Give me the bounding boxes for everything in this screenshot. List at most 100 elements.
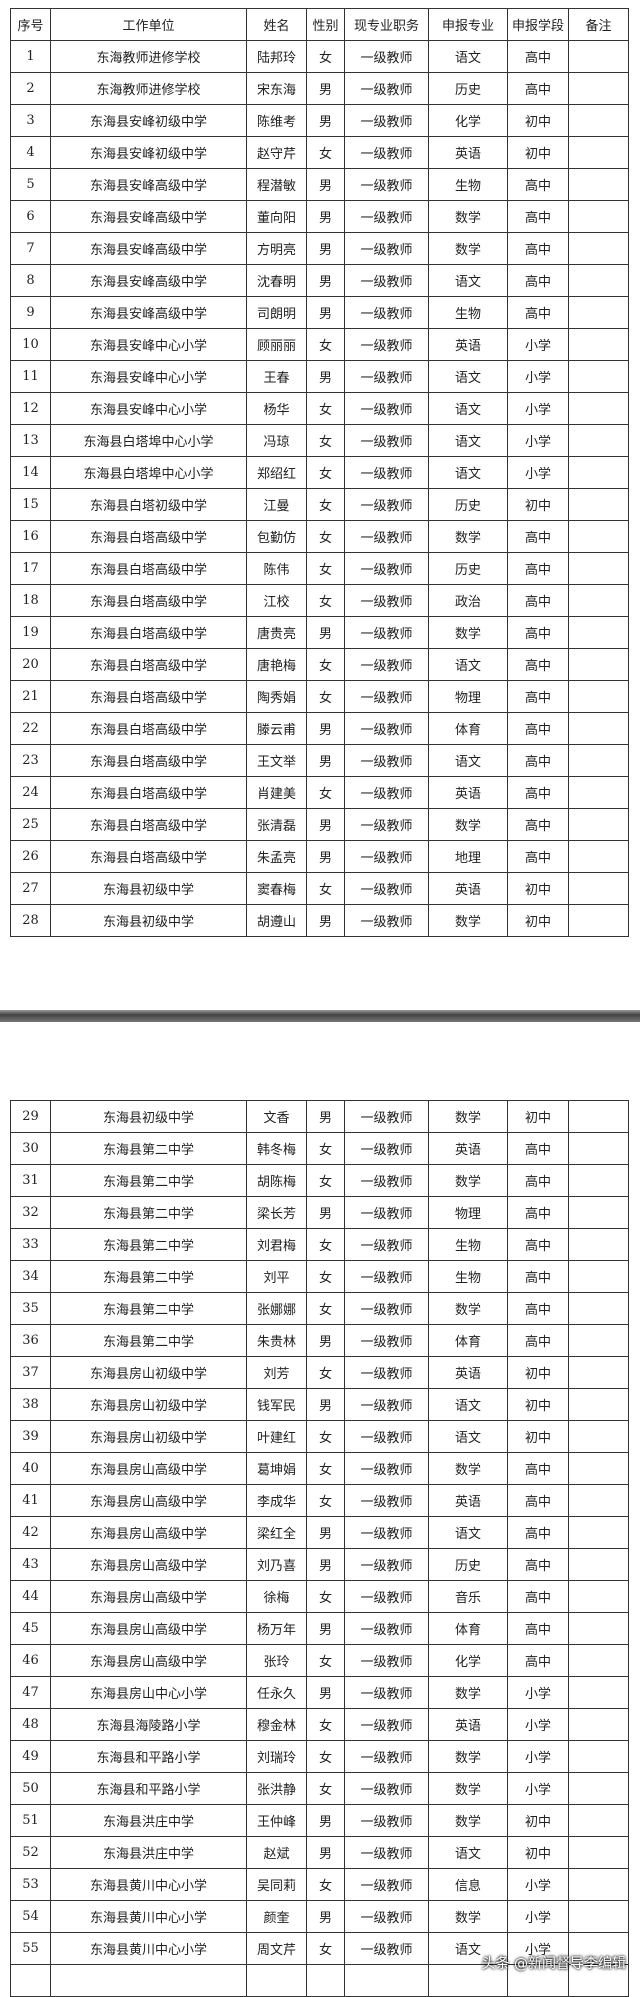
table-cell: 顾丽丽 xyxy=(246,328,307,361)
table-cell: 高中 xyxy=(507,1132,569,1165)
table-cell: 6 xyxy=(10,200,51,233)
table-cell xyxy=(568,1772,629,1805)
table-cell: 一级教师 xyxy=(344,488,429,521)
table-cell: 女 xyxy=(306,1164,345,1197)
table-cell xyxy=(568,1900,629,1933)
table-cell: 男 xyxy=(306,808,345,841)
table-cell: 17 xyxy=(10,552,51,585)
table-cell: 李成华 xyxy=(246,1484,307,1517)
table-cell xyxy=(568,1708,629,1741)
table-cell: 女 xyxy=(306,648,345,681)
table-cell xyxy=(568,1260,629,1293)
table-cell: 英语 xyxy=(428,1708,508,1741)
table-cell: 55 xyxy=(10,1932,51,1965)
table-cell: 东海县白塔高级中学 xyxy=(50,680,247,713)
table-cell xyxy=(568,1132,629,1165)
table-cell: 11 xyxy=(10,360,51,393)
table-cell: 女 xyxy=(306,40,345,73)
table-cell: 梁长芳 xyxy=(246,1196,307,1229)
watermark: 头条 @新闻督导李编辑 xyxy=(481,1956,626,1972)
table-cell: 英语 xyxy=(428,1484,508,1517)
table-cell: 47 xyxy=(10,1676,51,1709)
table-row: 26 东海县白塔高级中学 朱孟亮男一级教师 地理 高中 xyxy=(10,840,629,873)
table-cell: 历史 xyxy=(428,72,508,105)
table-cell: 42 xyxy=(10,1516,51,1549)
table-cell: 女 xyxy=(306,1260,345,1293)
table-row: 44 东海县房山高级中学 徐梅女一级教师 音乐 高中 xyxy=(10,1580,629,1613)
table-cell: 小学 xyxy=(507,424,569,457)
table-cell: 东海县安峰初级中学 xyxy=(50,136,247,169)
table-cell: 一级教师 xyxy=(344,1900,429,1933)
table-cell: 东海县白塔埠中心小学 xyxy=(50,424,247,457)
table-cell: 18 xyxy=(10,584,51,617)
table-cell: 体育 xyxy=(428,1612,508,1645)
table-cell: 女 xyxy=(306,424,345,457)
table-row: 49 东海县和平路小学 刘瑞玲女一级教师 数学 小学 xyxy=(10,1740,629,1773)
table-cell: 刘君梅 xyxy=(246,1228,307,1261)
table-cell: 东海县和平路小学 xyxy=(50,1740,247,1773)
table-cell xyxy=(568,1644,629,1677)
table-cell: 男 xyxy=(306,72,345,105)
table-cell xyxy=(568,104,629,137)
table-cell: 一级教师 xyxy=(344,1708,429,1741)
table-cell: 24 xyxy=(10,776,51,809)
table-cell: 女 xyxy=(306,1356,345,1389)
table-cell xyxy=(568,1516,629,1549)
table-cell: 一级教师 xyxy=(344,616,429,649)
table-cell: 高中 xyxy=(507,200,569,233)
table-cell: 女 xyxy=(306,680,345,713)
table-cell: 东海县白塔高级中学 xyxy=(50,776,247,809)
table-cell: 刘乃喜 xyxy=(246,1548,307,1581)
table-cell: 东海县白塔高级中学 xyxy=(50,808,247,841)
table-row: 21 东海县白塔高级中学 陶秀娟女一级教师 物理 高中 xyxy=(10,680,629,713)
table-cell: 一级教师 xyxy=(344,648,429,681)
table-cell: 38 xyxy=(10,1388,51,1421)
table-cell: 刘芳 xyxy=(246,1356,307,1389)
table-cell: 初中 xyxy=(507,488,569,521)
table-cell: 5 xyxy=(10,168,51,201)
table-cell: 46 xyxy=(10,1644,51,1677)
table-cell: 14 xyxy=(10,456,51,489)
table-cell: 东海县第二中学 xyxy=(50,1324,247,1357)
table-cell: 东海县第二中学 xyxy=(50,1292,247,1325)
table-cell: 女 xyxy=(306,1484,345,1517)
table-cell: 语文 xyxy=(428,1836,508,1869)
header-cell: 现专业职务 xyxy=(344,8,429,41)
table-cell: 男 xyxy=(306,168,345,201)
table-cell xyxy=(568,584,629,617)
table-row: 2 东海教师进修学校 宋东海男一级教师 历史 高中 xyxy=(10,72,629,105)
table-cell: 东海县第二中学 xyxy=(50,1260,247,1293)
table-row: 5 东海县安峰高级中学 程潜敏男一级教师 生物 高中 xyxy=(10,168,629,201)
table-cell: 语文 xyxy=(428,392,508,425)
header-cell: 申报专业 xyxy=(428,8,508,41)
table-cell: 东海县洪庄中学 xyxy=(50,1804,247,1837)
table-cell: 历史 xyxy=(428,488,508,521)
table-cell xyxy=(568,616,629,649)
table-cell: 一级教师 xyxy=(344,1420,429,1453)
table-row: 3 东海县安峰初级中学 陈维考男一级教师 化学 初中 xyxy=(10,104,629,137)
table-cell: 初中 xyxy=(507,1836,569,1869)
table-cell: 一级教师 xyxy=(344,1356,429,1389)
table-cell: 男 xyxy=(306,1388,345,1421)
table-cell: 高中 xyxy=(507,1228,569,1261)
table-cell xyxy=(568,264,629,297)
table-cell: 一级教师 xyxy=(344,520,429,553)
header-cell: 序号 xyxy=(10,8,51,41)
table-cell: 女 xyxy=(306,1420,345,1453)
table-cell: 数学 xyxy=(428,1292,508,1325)
table-row: 17 东海县白塔高级中学 陈伟女一级教师 历史 高中 xyxy=(10,552,629,585)
table-cell xyxy=(568,424,629,457)
table-cell xyxy=(568,776,629,809)
table-cell: 语文 xyxy=(428,1388,508,1421)
table-cell: 东海县白塔高级中学 xyxy=(50,648,247,681)
table-row: 50 东海县和平路小学 张洪静女一级教师 数学 小学 xyxy=(10,1772,629,1805)
table-cell: 东海县黄川中心小学 xyxy=(50,1932,247,1965)
table-cell: 生物 xyxy=(428,1260,508,1293)
table-cell: 杨华 xyxy=(246,392,307,425)
table-cell: 高中 xyxy=(507,1452,569,1485)
table-cell: 英语 xyxy=(428,1132,508,1165)
table-cell: 35 xyxy=(10,1292,51,1325)
table-cell: 男 xyxy=(306,904,345,937)
table-cell: 一级教师 xyxy=(344,1452,429,1485)
